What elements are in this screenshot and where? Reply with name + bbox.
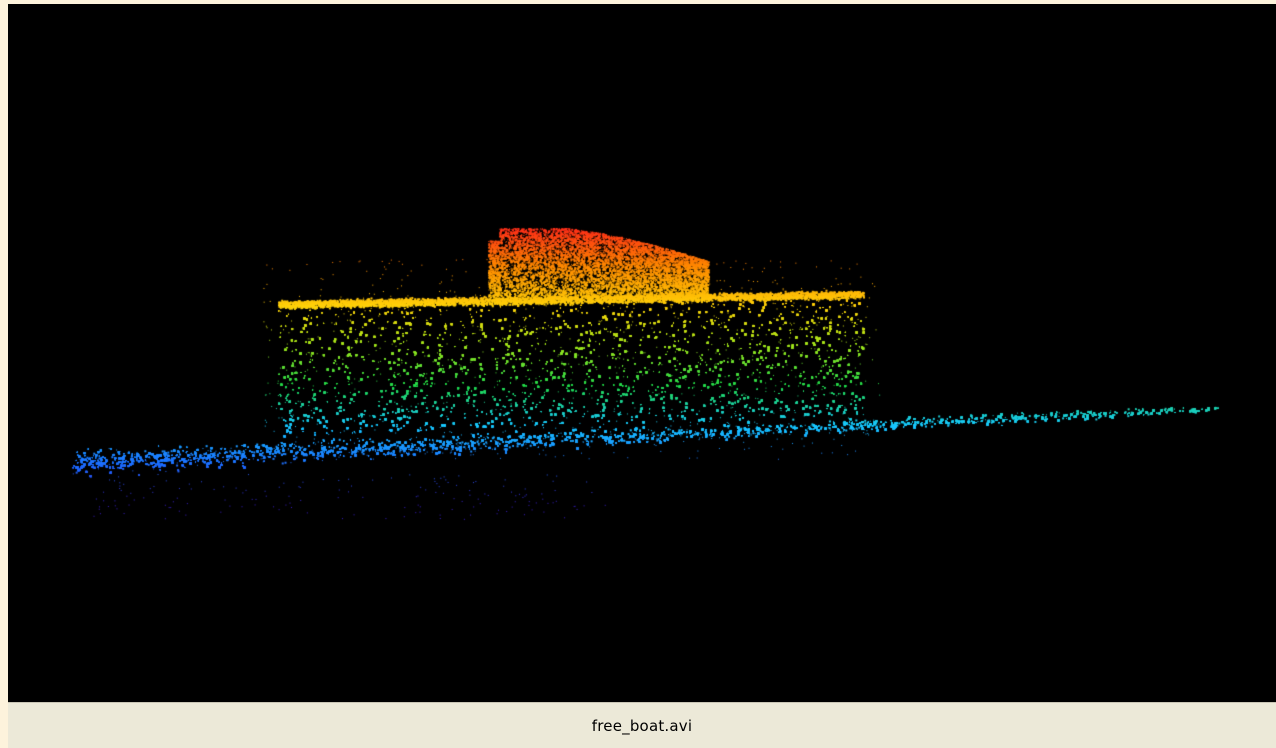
point-cloud-canvas[interactable] xyxy=(8,4,1276,702)
video-filename: free_boat.avi xyxy=(591,716,693,735)
point-cloud-viewport[interactable] xyxy=(8,4,1276,702)
status-bar: free_boat.avi xyxy=(8,702,1276,748)
